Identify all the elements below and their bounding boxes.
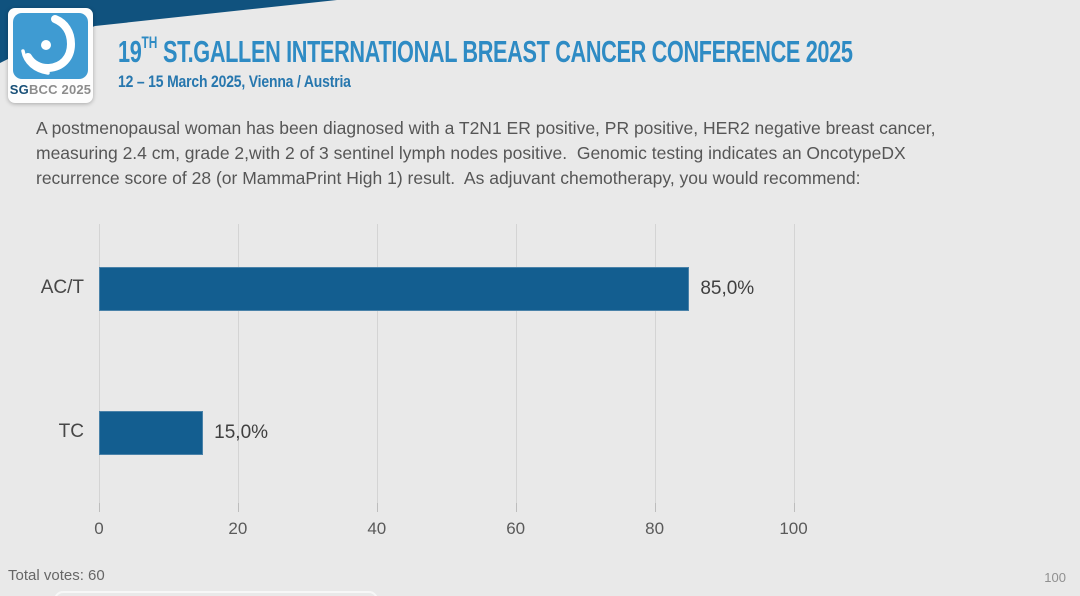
bar-0: [99, 267, 690, 311]
header: 19TH ST.GALLEN INTERNATIONAL BREAST CANC…: [118, 26, 1080, 92]
category-label-1: TC: [58, 421, 84, 442]
title-number: 19: [118, 34, 142, 69]
total-votes-label: Total votes: 60: [8, 567, 105, 584]
bar-1: [99, 411, 204, 455]
gridline-x-20: [237, 224, 239, 503]
breast-ribbon-icon: [21, 15, 76, 75]
title-text: ST.GALLEN INTERNATIONAL BREAST CANCER CO…: [157, 34, 853, 69]
gridline-x-100: [793, 224, 795, 503]
sgbcc-logo-sg: SG: [9, 82, 29, 97]
tick-label-x-100: 100: [779, 519, 808, 538]
sgbcc-logo-label: SGBCC 2025: [8, 82, 93, 97]
gridline-x-80: [654, 224, 656, 503]
tickmark-x-20: [237, 503, 239, 512]
tickmark-x-0: [99, 503, 100, 512]
tickmark-x-60: [515, 503, 517, 512]
tick-label-x-40: 40: [367, 519, 387, 538]
sgbcc-logo-square: [13, 13, 88, 79]
sgbcc-logo: SGBCC 2025: [8, 8, 93, 103]
title-ordinal: TH: [141, 33, 158, 52]
footer-rounded-box: [54, 591, 378, 596]
value-label-0: 85,0%: [700, 278, 755, 299]
tickmark-x-80: [654, 503, 656, 512]
gridline-x-40: [376, 224, 378, 503]
poll-question-text: A postmenopausal woman has been diagnose…: [36, 118, 941, 188]
conference-title: 19TH ST.GALLEN INTERNATIONAL BREAST CANC…: [118, 26, 853, 69]
tickmark-x-40: [376, 503, 378, 512]
tick-label-x-0: 0: [94, 519, 104, 538]
sgbcc-logo-rest: BCC 2025: [28, 82, 92, 97]
conference-subtitle: 12 – 15 March 2025, Vienna / Austria: [118, 72, 351, 91]
gridline-x-0: [99, 224, 100, 503]
gridline-x-60: [515, 224, 517, 503]
slide-page-number: 100: [1044, 570, 1066, 585]
value-label-1: 15,0%: [214, 422, 269, 443]
tick-label-x-20: 20: [228, 519, 248, 538]
tick-label-x-80: 80: [645, 519, 665, 538]
tickmark-x-100: [793, 503, 795, 512]
tick-label-x-60: 60: [506, 519, 526, 538]
category-label-0: AC/T: [40, 277, 84, 298]
